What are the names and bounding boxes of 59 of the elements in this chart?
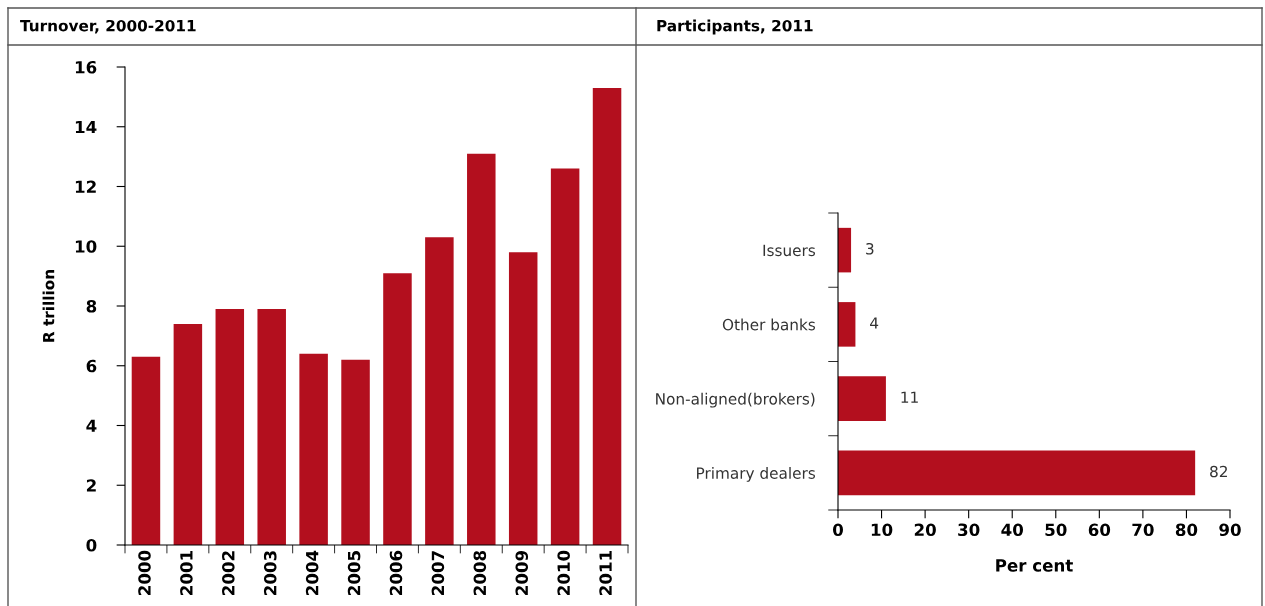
x-tick-label: 2002 [222,551,235,595]
x-axis-title: Per cent [996,559,1073,572]
bar [550,168,580,545]
x-tick-label: 2010 [557,550,570,595]
bar [383,273,412,545]
bar [299,353,328,545]
x-tick-label: 2005 [347,551,361,595]
x-tick-label: 60 [1088,523,1111,537]
y-axis-title: R trillion [42,270,55,342]
y-tick-label: 4 [86,419,97,432]
x-tick-label: 2011 [599,551,612,595]
y-tick-label: 2 [86,479,96,492]
y-tick-label: 6 [86,359,97,373]
y-tick-label: 8 [86,299,97,313]
x-tick-label: 2007 [431,551,445,595]
y-tick-label: 0 [86,538,97,552]
x-tick-label: 2003 [263,551,277,595]
bar [838,227,852,273]
y-tick-label: 14 [75,120,97,134]
bar [425,237,454,545]
x-tick-label: 40 [1001,523,1024,537]
bar [838,376,886,421]
x-tick-label: 2001 [180,551,193,595]
bar [838,450,1196,496]
y-tick-label: 12 [75,180,96,193]
data-label: 82 [1210,465,1227,478]
y-tick-label: Non-aligned(brokers) [656,392,815,408]
data-label: 4 [870,317,879,329]
bar [508,252,538,545]
x-tick-label: 30 [958,523,980,537]
y-tick-label: Issuers [763,244,816,257]
bar [838,302,856,347]
x-tick-label: 0 [833,523,843,537]
y-tick-label: Other banks [722,318,816,331]
x-tick-label: 2000 [138,550,151,595]
y-tick-label: 10 [75,240,97,253]
x-tick-label: 2004 [305,550,319,595]
data-label: 3 [866,243,874,255]
chart-title: Participants, 2011 [657,19,813,35]
x-tick-label: 80 [1175,523,1198,537]
x-tick-label: 20 [914,523,936,537]
x-tick-label: 70 [1132,523,1154,537]
bar [215,308,245,545]
bar [173,323,203,545]
y-tick-label: 16 [75,60,97,74]
bar [131,356,161,545]
y-tick-label: Primary dealers [697,467,816,482]
bar [592,87,622,545]
x-tick-label: 90 [1219,523,1241,537]
chart-title: Turnover, 2000-2011 [20,19,196,34]
x-tick-label: 50 [1045,523,1067,537]
bar [341,359,370,545]
x-tick-label: 2008 [473,550,487,595]
bar [257,308,286,545]
data-label: 11 [901,391,918,403]
x-tick-label: 2006 [389,550,403,595]
bar [467,153,496,545]
x-tick-label: 10 [871,523,893,537]
x-tick-label: 2009 [515,550,529,595]
